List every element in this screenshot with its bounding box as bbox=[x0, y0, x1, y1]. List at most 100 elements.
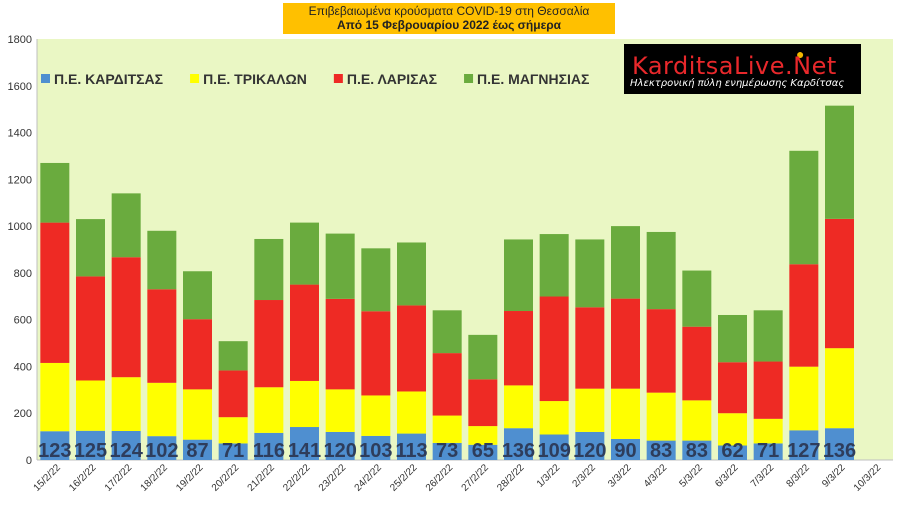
legend-label-magnisia: Π.Ε. ΜΑΓΝΗΣΙΑΣ bbox=[477, 71, 589, 87]
legend-swatch-larisa bbox=[333, 74, 343, 83]
x-tick-label: 22/2/22 bbox=[281, 462, 313, 494]
bar-trikala bbox=[575, 388, 605, 432]
bar-magnisia bbox=[611, 226, 640, 299]
bar-larisa bbox=[325, 298, 355, 390]
bar-larisa bbox=[575, 307, 605, 389]
chart-title-box: Επιβεβαιωμένα κρούσματα COVID-19 στη Θεσ… bbox=[283, 3, 615, 34]
logo-brand: KarditsaLive.Net bbox=[632, 52, 837, 80]
data-label: 136 bbox=[823, 440, 856, 462]
bar-karditsa bbox=[432, 442, 462, 460]
legend-swatch-magnisia bbox=[464, 74, 474, 83]
x-tick-label: 21/2/22 bbox=[246, 462, 278, 494]
bar-magnisia bbox=[789, 150, 819, 265]
bar-karditsa bbox=[397, 433, 426, 460]
bar-karditsa bbox=[825, 428, 854, 460]
bar-magnisia bbox=[575, 239, 605, 308]
bar-larisa bbox=[147, 289, 177, 383]
data-label: 123 bbox=[38, 440, 71, 462]
legend-label-larisa: Π.Ε. ΛΑΡΙΣΑΣ bbox=[347, 71, 437, 87]
data-label: 136 bbox=[502, 440, 535, 462]
x-tick-label: 28/2/22 bbox=[495, 462, 527, 494]
bar-trikala bbox=[432, 415, 462, 443]
bar-magnisia bbox=[218, 341, 248, 371]
bar-karditsa bbox=[539, 434, 569, 460]
x-tick-label: 1/3/22 bbox=[535, 462, 563, 490]
data-label: 62 bbox=[721, 440, 743, 462]
bar-karditsa bbox=[468, 444, 498, 460]
bar-trikala bbox=[753, 418, 783, 444]
x-tick-label: 5/3/22 bbox=[678, 462, 706, 490]
data-label: 124 bbox=[109, 440, 143, 462]
plot-area bbox=[37, 39, 893, 460]
bar-karditsa bbox=[718, 445, 747, 460]
bar-magnisia bbox=[682, 270, 712, 327]
logo-tagline: Ηλεκτρονική πύλη ενημέρωσης Καρδίτσας bbox=[630, 78, 845, 89]
bar-karditsa bbox=[753, 443, 783, 460]
data-label: 90 bbox=[614, 440, 636, 462]
bar-trikala bbox=[825, 348, 854, 429]
bar-trikala bbox=[40, 362, 70, 432]
bar-larisa bbox=[183, 319, 212, 390]
x-tick-label: 8/3/22 bbox=[785, 462, 813, 490]
bar-magnisia bbox=[76, 219, 105, 277]
bar-magnisia bbox=[718, 314, 747, 363]
bar-magnisia bbox=[753, 310, 783, 362]
y-tick-label: 1600 bbox=[8, 81, 32, 93]
y-tick-label: 800 bbox=[14, 268, 32, 280]
bar-magnisia bbox=[40, 162, 70, 223]
data-label: 141 bbox=[288, 440, 321, 462]
x-tick-label: 10/3/22 bbox=[852, 462, 884, 494]
x-tick-label: 24/2/22 bbox=[353, 462, 385, 494]
bar-karditsa bbox=[361, 435, 391, 460]
x-tick-label: 4/3/22 bbox=[642, 462, 670, 490]
y-tick-label: 1800 bbox=[8, 34, 32, 46]
bar-trikala bbox=[682, 400, 712, 441]
bar-trikala bbox=[397, 391, 426, 434]
legend-label-trikala: Π.Ε. ΤΡΙΚΑΛΩΝ bbox=[203, 71, 307, 87]
bar-magnisia bbox=[147, 230, 177, 290]
bar-trikala bbox=[718, 413, 747, 446]
bar-larisa bbox=[539, 296, 569, 402]
bar-trikala bbox=[290, 380, 319, 428]
map-pin-icon: ● bbox=[796, 46, 805, 62]
y-tick-label: 0 bbox=[26, 455, 32, 467]
bar-larisa bbox=[218, 370, 248, 418]
data-label: 103 bbox=[359, 440, 392, 462]
legend-label-karditsa: Π.Ε. ΚΑΡΔΙΤΣΑΣ bbox=[54, 71, 163, 87]
data-label: 102 bbox=[145, 440, 178, 462]
x-tick-label: 20/2/22 bbox=[210, 462, 242, 494]
bar-trikala bbox=[218, 417, 248, 444]
bar-magnisia bbox=[432, 310, 462, 354]
x-tick-label: 17/2/22 bbox=[103, 462, 135, 494]
data-label: 65 bbox=[472, 440, 494, 462]
x-tick-label: 9/3/22 bbox=[820, 462, 848, 490]
y-tick-label: 600 bbox=[14, 315, 32, 327]
y-tick-label: 1200 bbox=[8, 174, 32, 186]
bar-magnisia bbox=[504, 239, 533, 312]
x-tick-label: 19/2/22 bbox=[174, 462, 206, 494]
data-label: 120 bbox=[323, 440, 356, 462]
bar-larisa bbox=[361, 311, 391, 396]
bar-karditsa bbox=[504, 428, 533, 460]
data-label: 71 bbox=[222, 440, 244, 462]
bar-trikala bbox=[361, 395, 391, 436]
x-tick-label: 2/3/22 bbox=[571, 462, 599, 490]
x-tick-label: 6/3/22 bbox=[713, 462, 741, 490]
bar-magnisia bbox=[111, 193, 141, 258]
bar-larisa bbox=[753, 361, 783, 419]
bar-trikala bbox=[611, 388, 640, 439]
bar-trikala bbox=[646, 392, 676, 441]
bar-larisa bbox=[789, 264, 819, 367]
x-tick-label: 25/2/22 bbox=[388, 462, 420, 494]
x-tick-label: 23/2/22 bbox=[317, 462, 349, 494]
data-label: 87 bbox=[186, 440, 208, 462]
bar-magnisia bbox=[290, 222, 319, 285]
bar-larisa bbox=[468, 379, 498, 427]
bar-trikala bbox=[468, 426, 498, 445]
bar-karditsa bbox=[218, 443, 248, 460]
bar-karditsa bbox=[147, 436, 177, 460]
bar-trikala bbox=[147, 382, 177, 437]
data-label: 125 bbox=[74, 440, 107, 462]
y-tick-label: 200 bbox=[14, 408, 32, 420]
